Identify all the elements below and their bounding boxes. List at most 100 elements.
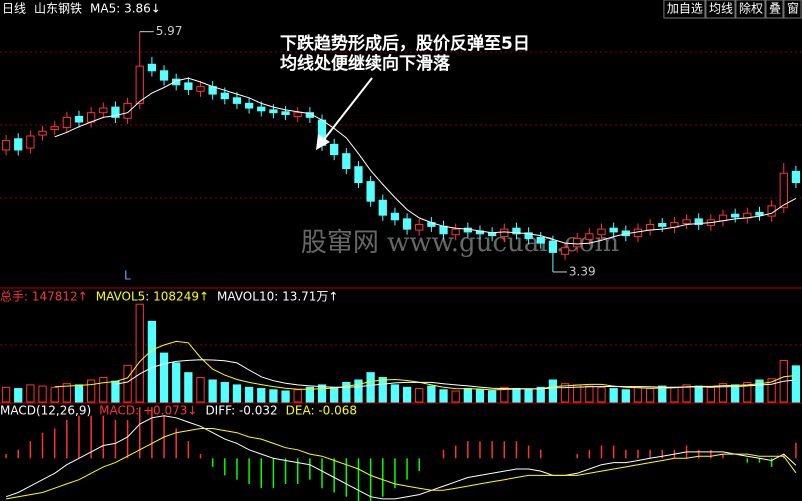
volume-bar	[512, 388, 521, 403]
volume-bar	[427, 385, 436, 403]
candle-body	[293, 112, 302, 117]
volume-bar	[38, 385, 47, 403]
candle-body	[159, 70, 169, 81]
candle-body	[257, 106, 266, 112]
candle-body	[196, 86, 205, 92]
candle-body	[62, 116, 71, 129]
legend-text: 日线	[2, 2, 26, 16]
volume-bar	[208, 379, 217, 403]
volume-bar	[706, 386, 716, 403]
legend-text: DEA: -0.068	[286, 404, 357, 418]
volume-bar	[26, 384, 35, 403]
candle-body	[609, 227, 618, 233]
volume-bar	[257, 388, 266, 403]
volume-bar	[402, 386, 412, 403]
candle-body	[585, 233, 594, 240]
toolbar-button[interactable]: 均线	[709, 2, 733, 16]
candle-body	[658, 223, 667, 227]
candle-body	[281, 111, 290, 116]
volume-bar	[147, 320, 157, 403]
candle-body	[512, 227, 521, 235]
volume-bar	[694, 385, 703, 403]
candle-body	[147, 63, 157, 72]
volume-bar	[281, 390, 290, 403]
toolbar-button[interactable]: 除权	[739, 1, 763, 16]
candle-body	[111, 106, 120, 118]
candle-body	[451, 228, 460, 236]
button-frame[interactable]	[783, 0, 802, 19]
legend-text: MA5: 3.86↓	[90, 2, 161, 16]
toolbar-button[interactable]: 窗	[787, 2, 799, 16]
volume-bar	[232, 384, 242, 403]
line	[6, 428, 797, 500]
candle-body	[415, 223, 424, 231]
volume-bar	[135, 303, 144, 403]
volume-bar	[99, 377, 108, 403]
candle-body	[402, 218, 412, 230]
volume-bar	[86, 379, 96, 403]
volume-bar	[184, 372, 193, 403]
candle-body	[26, 135, 35, 149]
button-frame[interactable]	[735, 0, 766, 19]
volume-bar	[487, 390, 497, 403]
volume-bar	[585, 385, 594, 403]
volume-bar	[767, 378, 776, 403]
candle-body	[378, 199, 387, 216]
volume-bar	[330, 386, 339, 403]
volume-bar	[1, 386, 11, 403]
candle-body	[74, 115, 84, 123]
line	[5, 415, 797, 500]
volume-bar	[123, 364, 132, 403]
toolbar-button[interactable]: 加自选	[667, 2, 703, 16]
candle-body	[755, 211, 764, 216]
volume-bar	[378, 377, 387, 403]
candle-body	[244, 102, 254, 109]
arrow-head	[316, 134, 330, 150]
volume-bar	[791, 365, 801, 403]
button-frame[interactable]	[705, 0, 736, 19]
candle-body	[439, 225, 448, 235]
candle-body	[38, 130, 47, 136]
line	[115, 359, 796, 390]
volume-bar	[463, 388, 472, 403]
volume-bar	[220, 381, 229, 403]
legend-text: MAVOL10: 13.71万↑	[217, 290, 338, 304]
candle-body	[99, 107, 108, 114]
annotation: 均线处便继续向下滑落	[280, 53, 451, 74]
candle-body	[342, 153, 351, 170]
volume-bar	[439, 389, 448, 403]
candle-body	[354, 166, 363, 184]
volume-bar	[244, 386, 254, 403]
volume-bar	[755, 379, 764, 403]
button-frame[interactable]	[765, 0, 784, 19]
volume-bar	[524, 389, 533, 403]
volume-bar	[682, 384, 691, 403]
legend-text: 总手: 147812↑	[0, 290, 88, 304]
volume-bar	[390, 384, 400, 403]
button-frame[interactable]	[663, 0, 706, 19]
candle-body	[573, 237, 582, 248]
legend-text: MACD: +0.073↓	[99, 404, 197, 418]
volume-bar	[633, 386, 643, 403]
volume-bar	[159, 352, 169, 403]
candle-body	[548, 240, 558, 253]
candle-body	[645, 223, 655, 231]
volume-bar	[14, 388, 23, 403]
annotation: 下跌趋势形成后，股价反弹至5日	[280, 33, 530, 54]
volume-bar	[317, 384, 327, 403]
candle-body	[791, 170, 801, 184]
low-label: 3.39	[569, 264, 596, 278]
volume-bar	[645, 388, 655, 403]
candle-body	[330, 143, 339, 156]
candle-body	[560, 247, 570, 255]
watermark: 股窜网 www.gucuan.com	[301, 228, 619, 258]
volume-bar	[172, 362, 181, 403]
candle-body	[1, 140, 11, 151]
volume-bar	[658, 385, 667, 403]
high-label: 5.97	[156, 24, 183, 38]
toolbar-button[interactable]: 叠	[769, 2, 781, 16]
volume-bar	[670, 386, 679, 403]
volume-bar	[597, 386, 606, 403]
candle-body	[731, 213, 740, 218]
